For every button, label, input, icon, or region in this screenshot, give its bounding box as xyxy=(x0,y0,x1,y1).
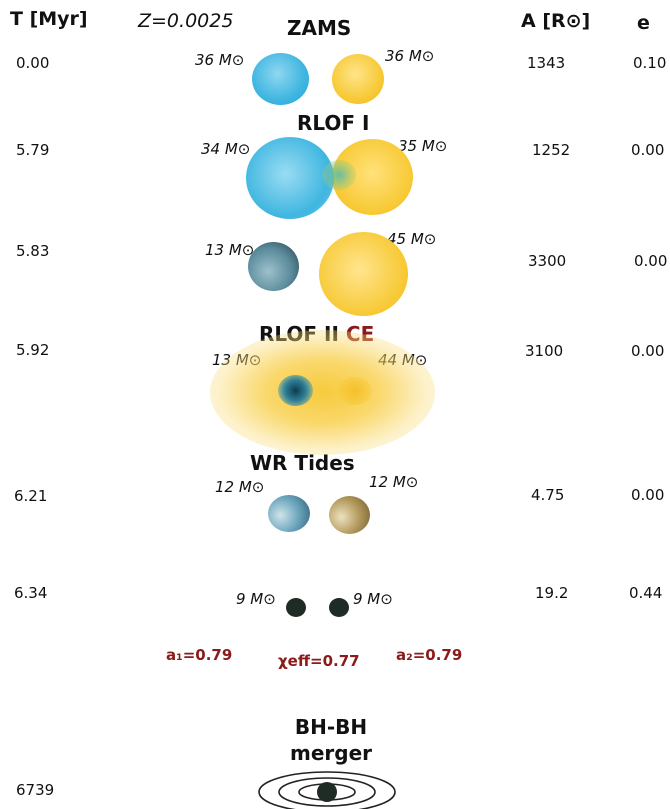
eccentricity-value: 0.00 xyxy=(634,252,668,270)
mass-label-1: 13 M⊙ xyxy=(205,241,255,259)
giant-core xyxy=(338,377,372,405)
common-envelope xyxy=(210,330,435,455)
time-header: T [Myr] xyxy=(10,8,88,30)
mass-label-2: 45 M⊙ xyxy=(387,230,437,248)
eccentricity-value: 0.10 xyxy=(633,54,667,72)
eccentricity-value: 0.00 xyxy=(631,486,665,504)
wolf-rayet-star-2 xyxy=(329,496,370,534)
separation-value: 1343 xyxy=(527,54,566,72)
stage-wr-tides: WR Tides xyxy=(250,451,355,475)
mass-label-2: 9 M⊙ xyxy=(353,590,393,608)
eccentricity-value: 0.00 xyxy=(631,342,665,360)
blue-star xyxy=(252,53,309,105)
metallicity-label: Z=0.0025 xyxy=(138,10,234,32)
time-value: 5.92 xyxy=(16,341,50,359)
separation-value: 3100 xyxy=(525,342,564,360)
eccentricity-value: 0.00 xyxy=(631,141,665,159)
mass-label-1: 34 M⊙ xyxy=(201,140,251,158)
merger-orbits-icon xyxy=(258,771,396,809)
separation-header: A [R⊙] xyxy=(521,10,591,32)
separation-value: 3300 xyxy=(528,252,567,270)
time-value: 6.21 xyxy=(14,487,48,505)
mass-transfer-stream xyxy=(322,160,356,190)
black-hole-1 xyxy=(286,598,306,617)
separation-value: 19.2 xyxy=(535,584,569,602)
time-value: 6739 xyxy=(16,781,55,799)
eccentricity-header: e xyxy=(637,12,650,34)
time-value: 0.00 xyxy=(16,54,50,72)
stage-merger-line2: merger xyxy=(289,741,372,765)
eccentricity-value: 0.44 xyxy=(629,584,663,602)
stage-zams: ZAMS xyxy=(287,16,352,40)
stage-rlof-1: RLOF I xyxy=(297,111,370,135)
stage-merger-line1: BH-BH xyxy=(294,715,368,739)
time-value: 6.34 xyxy=(14,584,48,602)
mass-label-1: 9 M⊙ xyxy=(236,590,276,608)
stage-merger: BH-BH merger xyxy=(276,714,386,766)
black-hole-2 xyxy=(329,598,349,617)
spin-a2: a₂=0.79 xyxy=(396,646,463,664)
blue-star xyxy=(246,137,334,219)
helium-star xyxy=(248,242,299,291)
mass-label-2: 35 M⊙ xyxy=(398,137,448,155)
chi-effective: χeff=0.77 xyxy=(278,652,360,670)
wolf-rayet-star-1 xyxy=(268,495,310,532)
yellow-giant-star xyxy=(319,232,408,316)
time-value: 5.79 xyxy=(16,141,50,159)
mass-label-2: 12 M⊙ xyxy=(369,473,419,491)
separation-value: 4.75 xyxy=(531,486,565,504)
helium-core xyxy=(278,375,313,406)
spin-a1: a₁=0.79 xyxy=(166,646,233,664)
mass-label-1: 12 M⊙ xyxy=(215,478,265,496)
separation-value: 1252 xyxy=(532,141,571,159)
time-value: 5.83 xyxy=(16,242,50,260)
mass-label-1: 36 M⊙ xyxy=(195,51,245,69)
mass-label-2: 36 M⊙ xyxy=(385,47,435,65)
yellow-star xyxy=(332,54,384,104)
